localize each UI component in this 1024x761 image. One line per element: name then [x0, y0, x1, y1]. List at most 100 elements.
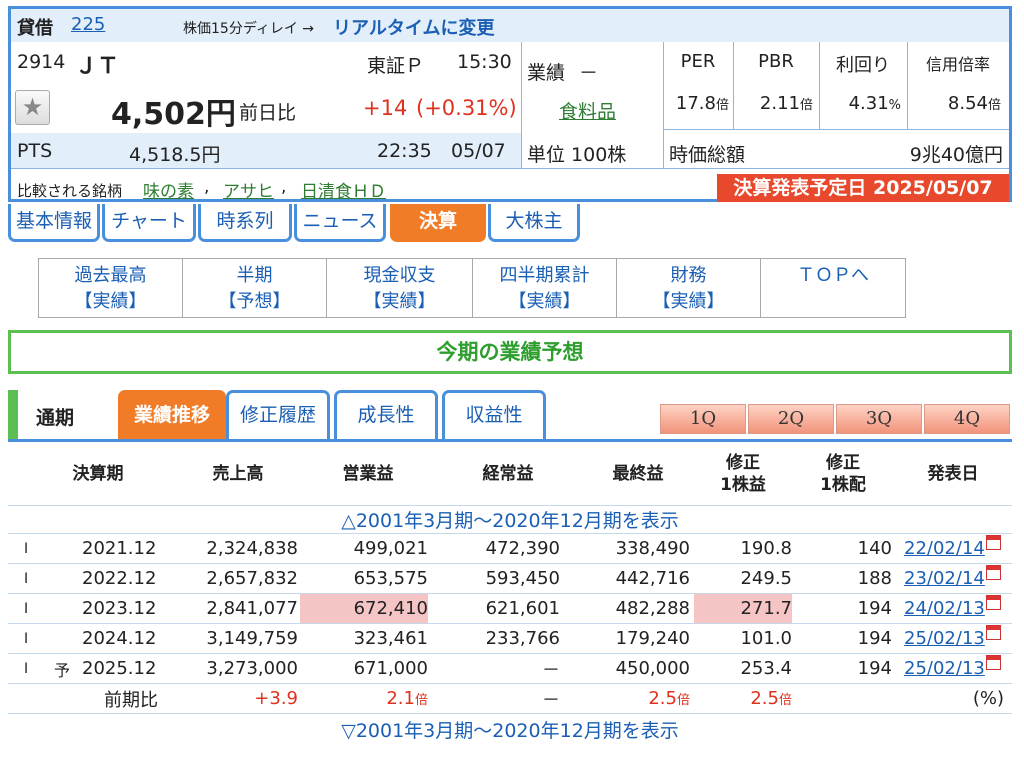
margin-ratio-label: 信用倍率	[925, 55, 990, 74]
row-mark: I	[24, 570, 29, 587]
period-baseline	[8, 439, 1012, 442]
tab-news[interactable]: ニュース	[294, 204, 386, 242]
row-sales: 3,149,759	[206, 628, 298, 649]
tab-basic-info[interactable]: 基本情報	[8, 204, 100, 242]
row-mark: I	[24, 600, 29, 617]
price-change: +14	[363, 96, 408, 120]
margin-ratio-value: 8.54倍	[947, 93, 1001, 114]
quarter-3q-button[interactable]: 3Q	[836, 404, 922, 434]
subnav-record-high[interactable]: 過去最高 【実績】	[39, 259, 183, 317]
pdf-icon[interactable]	[985, 625, 1001, 640]
pts-price: 4,518.5円	[129, 144, 221, 166]
row-operating: 499,021	[353, 538, 428, 559]
row-date: 24/02/13	[904, 594, 1008, 623]
row-period: 2024.12	[82, 628, 157, 649]
toggle-history-top-label[interactable]: △2001年3月期～2020年12月期を表示	[341, 510, 679, 532]
yoy-operating: 2.1 倍	[386, 688, 428, 709]
row-operating: 671,000	[353, 658, 428, 679]
stock-price: 4,502円	[111, 97, 236, 132]
row-date-link[interactable]: 23/02/14	[904, 568, 985, 589]
row-net: 338,490	[615, 538, 690, 559]
row-date-link[interactable]: 25/02/13	[904, 658, 985, 679]
subnav-top[interactable]: ＴＯＰへ	[797, 265, 869, 286]
divider	[521, 42, 522, 168]
row-period: 2021.12	[82, 538, 157, 559]
row-net: 482,288	[615, 598, 690, 619]
period-indicator	[8, 390, 18, 440]
quarter-2q-button[interactable]: 2Q	[748, 404, 834, 434]
pts-time: 22:35	[377, 140, 432, 162]
tab-earnings[interactable]: 決算	[390, 204, 486, 242]
col-date: 発表日	[927, 463, 979, 484]
lending-number-link[interactable]: 225	[71, 14, 106, 35]
row-net: 450,000	[615, 658, 690, 679]
row-ordinary: 233,766	[485, 628, 560, 649]
toggle-history-bottom[interactable]: ▽2001年3月期～2020年12月期を表示	[8, 714, 1012, 744]
sector-link[interactable]: 食料品	[559, 101, 617, 123]
subnav-cash-flow[interactable]: 現金収支 【実績】	[327, 259, 473, 317]
unit-label: 単位 100株	[527, 144, 627, 166]
yoy-ordinary: －	[542, 689, 560, 711]
earnings-date-value: 2025/05/07	[873, 177, 993, 199]
quarter-1q-button[interactable]: 1Q	[660, 404, 746, 434]
divider	[819, 42, 820, 129]
row-date: 25/02/13	[904, 624, 1008, 653]
period-label: 通期	[36, 407, 75, 429]
subnav-half-year[interactable]: 半期 【予想】	[183, 259, 327, 317]
row-dividend: 194	[857, 658, 892, 679]
pts-label: PTS	[17, 140, 53, 162]
calendar-icon[interactable]	[985, 565, 1001, 580]
subnav-quarterly[interactable]: 四半期累計 【実績】	[473, 259, 617, 317]
compare-link-ajinomoto[interactable]: 味の素	[143, 182, 194, 202]
row-dividend: 188	[857, 568, 892, 589]
row-date-link[interactable]: 25/02/13	[904, 628, 985, 649]
row-date: 23/02/14	[904, 564, 1008, 593]
section-title: 今期の業績予想	[8, 330, 1012, 374]
toggle-history-bottom-label[interactable]: ▽2001年3月期～2020年12月期を表示	[341, 719, 679, 742]
col-eps: 修正 1株益	[720, 452, 766, 495]
col-period: 決算期	[72, 463, 124, 484]
row-date-link[interactable]: 24/02/13	[904, 598, 985, 619]
calendar-icon[interactable]	[985, 535, 1001, 550]
yoy-sales: +3.9	[254, 688, 298, 709]
divider	[11, 168, 1009, 169]
toggle-history-top[interactable]: △2001年3月期～2020年12月期を表示	[8, 506, 1012, 534]
row-sales: 3,273,000	[206, 658, 298, 679]
tab-revision-history[interactable]: 修正履歴	[226, 390, 330, 440]
market-label: 東証Ｐ	[367, 55, 425, 77]
tab-growth[interactable]: 成長性	[334, 390, 438, 440]
separator: ,	[281, 177, 287, 197]
row-date-link[interactable]: 22/02/14	[904, 538, 985, 559]
stock-name: ＪＴ	[75, 54, 120, 79]
tab-results-trend[interactable]: 業績推移	[118, 390, 226, 440]
row-period: 2022.12	[82, 568, 157, 589]
quarter-4q-button[interactable]: 4Q	[924, 404, 1010, 434]
row-dividend: 194	[857, 628, 892, 649]
pts-date: 05/07	[451, 140, 506, 162]
row-operating: 323,461	[353, 628, 428, 649]
pdf-icon[interactable]	[985, 595, 1001, 610]
yield-value: 4.31%	[848, 93, 901, 114]
tab-profitability[interactable]: 収益性	[442, 390, 546, 440]
realtime-link[interactable]: リアルタイムに変更	[333, 18, 495, 39]
compare-link-nissin[interactable]: 日清食ＨＤ	[301, 182, 386, 202]
row-forecast-mark	[54, 594, 74, 623]
change-label: 前日比	[239, 102, 297, 124]
col-operating: 営業益	[342, 463, 394, 484]
favorite-star-button[interactable]: ★	[15, 90, 50, 125]
divider	[733, 42, 734, 129]
results-label: 業績	[527, 62, 566, 84]
compare-link-asahi[interactable]: アサヒ	[223, 182, 274, 202]
pdf-icon[interactable]	[985, 655, 1001, 670]
earnings-date-badge: 決算発表予定日 2025/05/07	[717, 174, 1009, 202]
stock-header: 貸借 225 株価15分ディレイ → リアルタイムに変更 2914 ＪＴ 東証Ｐ…	[8, 6, 1012, 202]
col-net: 最終益	[612, 463, 664, 484]
subnav-financials[interactable]: 財務 【実績】	[617, 259, 761, 317]
results-value: －	[579, 62, 599, 84]
row-ordinary: －	[542, 659, 560, 681]
stock-code: 2914	[17, 51, 66, 73]
header-topbar	[11, 9, 1009, 42]
tab-shareholders[interactable]: 大株主	[488, 204, 580, 242]
tab-timeseries[interactable]: 時系列	[198, 204, 292, 242]
tab-chart[interactable]: チャート	[102, 204, 196, 242]
